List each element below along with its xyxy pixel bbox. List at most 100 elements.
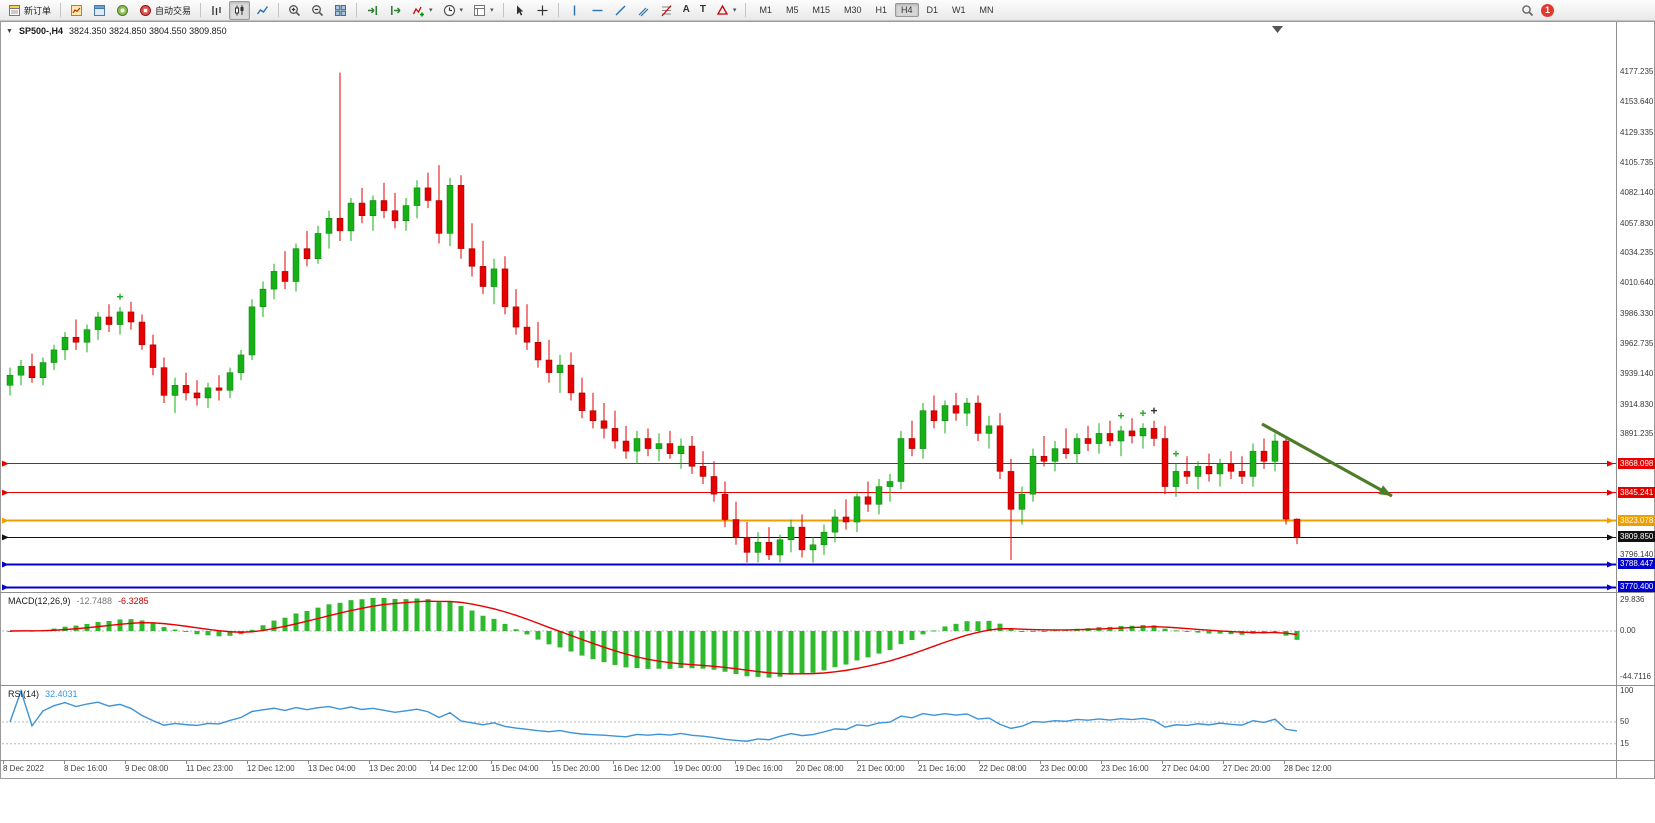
price-axis-label: 3962.735 xyxy=(1620,338,1654,348)
time-axis-label: 21 Dec 16:00 xyxy=(918,764,966,773)
cursor-icon xyxy=(513,4,526,17)
time-axis-label: 21 Dec 00:00 xyxy=(857,764,905,773)
time-axis-label: 11 Dec 23:00 xyxy=(186,764,233,773)
timeframe-h4[interactable]: H4 xyxy=(895,3,919,17)
hline-icon xyxy=(591,4,604,17)
time-axis-label: 13 Dec 20:00 xyxy=(369,764,417,773)
zoom-out-button[interactable] xyxy=(307,1,328,20)
toolbar-separator xyxy=(278,3,280,17)
tile-windows-button[interactable] xyxy=(330,1,351,20)
time-axis-label: 15 Dec 20:00 xyxy=(552,764,600,773)
new-order-label: 新订单 xyxy=(24,5,52,16)
arrows-button[interactable]: ▾ xyxy=(712,1,741,20)
price-line-badge: 3770.400 xyxy=(1618,581,1655,593)
timeframe-m5[interactable]: M5 xyxy=(785,5,799,15)
text-label-icon: T xyxy=(699,4,706,15)
price-line-badge: 3788.447 xyxy=(1618,558,1655,570)
price-axis-label: 4034.235 xyxy=(1620,248,1654,258)
periods-button[interactable]: ▾ xyxy=(439,1,468,20)
equidistant-channel-button[interactable] xyxy=(633,1,654,20)
price-axis-label: 4082.140 xyxy=(1620,187,1654,197)
time-axis-label: 8 Dec 2022 xyxy=(3,764,44,773)
bar-chart-button[interactable] xyxy=(206,1,227,20)
timeframe-m1[interactable]: M1 xyxy=(759,5,772,15)
template-icon xyxy=(473,4,486,17)
chevron-down-icon: ▾ xyxy=(732,7,737,14)
price-axis[interactable]: 4177.235 4153.640 4129.335 4105.735 4082.140… xyxy=(1618,0,1655,790)
timeframe-w1[interactable]: W1 xyxy=(952,5,966,15)
macd-signal-line xyxy=(9,600,1298,675)
price-axis-label: 3939.140 xyxy=(1620,368,1654,378)
toolbar: 新订单 自动交易 ▾ ▾ ▾ A T ▾ M1 M5 M15 M30 H1 H4 D1 W1 MN 1 xyxy=(0,0,1655,21)
price-axis-label: 4129.335 xyxy=(1620,127,1654,137)
vertical-line-button[interactable] xyxy=(564,1,585,20)
templates-button[interactable]: ▾ xyxy=(469,1,498,20)
navigator-button[interactable] xyxy=(112,1,133,20)
autotrading-button[interactable]: 自动交易 xyxy=(135,1,195,20)
horizontal-line-button[interactable] xyxy=(587,1,608,20)
price-axis-label: 4057.830 xyxy=(1620,218,1654,228)
price-axis-label: 3796.140 xyxy=(1620,549,1654,559)
channel-icon xyxy=(637,4,650,17)
chevron-down-icon: ▾ xyxy=(490,7,494,14)
text-label-button[interactable]: T xyxy=(696,1,710,20)
vline-icon xyxy=(568,4,581,17)
data-window-button[interactable] xyxy=(89,1,110,20)
new-order-button[interactable]: 新订单 xyxy=(4,1,55,20)
cursor-button[interactable] xyxy=(509,1,530,20)
toolbar-separator xyxy=(60,3,62,17)
price-axis-label: 3914.830 xyxy=(1620,399,1654,409)
time-axis[interactable]: 8 Dec 2022 8 Dec 16:00 9 Dec 08:00 11 Dec 2… xyxy=(0,764,1616,778)
time-axis-label: 9 Dec 08:00 xyxy=(125,764,169,773)
search-button[interactable] xyxy=(1517,1,1538,20)
timeframe-h1[interactable]: H1 xyxy=(875,5,888,15)
chevron-down-icon: ▾ xyxy=(459,7,464,14)
time-axis-label: 15 Dec 04:00 xyxy=(491,764,539,773)
trend-arrow xyxy=(1261,422,1393,498)
price-line-badge: 3845.241 xyxy=(1618,486,1655,498)
price-line-badge: 3823.078 xyxy=(1618,514,1655,526)
time-axis-label: 27 Dec 04:00 xyxy=(1162,764,1210,773)
toolbar-separator xyxy=(557,3,559,17)
price-axis-label: 3891.235 xyxy=(1620,429,1654,439)
scroll-to-end-marker xyxy=(1272,26,1283,33)
rsi-axis-label: 100 xyxy=(1620,686,1634,695)
toolbar-separator xyxy=(745,3,747,17)
timeframe-d1[interactable]: D1 xyxy=(926,5,939,15)
rsi-axis-label: 50 xyxy=(1620,717,1629,726)
notification-badge[interactable]: 1 xyxy=(1541,3,1554,17)
fibonacci-button[interactable] xyxy=(656,1,677,20)
chart-shift-button[interactable] xyxy=(385,1,406,20)
add-indicator-button[interactable]: ▾ xyxy=(408,1,437,20)
trendline-button[interactable] xyxy=(610,1,631,20)
toolbar-separator xyxy=(200,3,202,17)
toolbar-separator xyxy=(356,3,358,17)
market-watch-button[interactable] xyxy=(66,1,87,20)
timeframe-m30[interactable]: M30 xyxy=(843,5,862,15)
time-axis-label: 14 Dec 12:00 xyxy=(430,764,478,773)
timeframe-m15[interactable]: M15 xyxy=(812,5,830,15)
time-axis-label: 12 Dec 12:00 xyxy=(247,764,295,773)
price-axis-label: 4105.735 xyxy=(1620,157,1654,167)
auto-scroll-button[interactable] xyxy=(362,1,383,20)
zoom-in-button[interactable] xyxy=(284,1,305,20)
timeframe-group: M1 M5 M15 M30 H1 H4 D1 W1 MN xyxy=(752,3,1000,17)
time-axis-label: 19 Dec 16:00 xyxy=(735,764,783,773)
crosshair-button[interactable] xyxy=(532,1,553,20)
candlestick-chart-button[interactable] xyxy=(229,0,251,20)
text-button[interactable]: A xyxy=(679,1,694,20)
line-chart-button[interactable] xyxy=(252,1,273,20)
time-axis-label: 23 Dec 00:00 xyxy=(1040,764,1088,773)
time-axis-label: 27 Dec 20:00 xyxy=(1223,764,1271,773)
price-axis-label: 4153.640 xyxy=(1620,97,1654,107)
time-axis-label: 28 Dec 12:00 xyxy=(1284,764,1332,773)
text-icon: A xyxy=(682,4,690,15)
price-line-badge: 3868.098 xyxy=(1618,457,1655,469)
candle-chart-icon xyxy=(233,4,246,17)
price-axis-label: 3986.330 xyxy=(1620,309,1654,318)
time-axis-label: 20 Dec 08:00 xyxy=(796,764,844,773)
clock-icon xyxy=(443,4,456,17)
price-axis-label: 4010.640 xyxy=(1620,278,1654,288)
timeframe-mn[interactable]: MN xyxy=(979,5,994,15)
